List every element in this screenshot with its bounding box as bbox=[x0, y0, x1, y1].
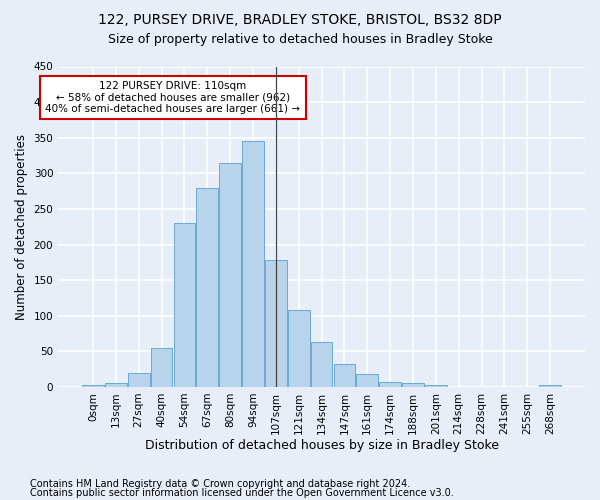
Bar bbox=[242, 142, 264, 387]
Text: Contains HM Land Registry data © Crown copyright and database right 2024.: Contains HM Land Registry data © Crown c… bbox=[30, 479, 410, 489]
Text: 122, PURSEY DRIVE, BRADLEY STOKE, BRISTOL, BS32 8DP: 122, PURSEY DRIVE, BRADLEY STOKE, BRISTO… bbox=[98, 12, 502, 26]
Bar bbox=[219, 162, 241, 387]
Y-axis label: Number of detached properties: Number of detached properties bbox=[15, 134, 28, 320]
Bar bbox=[82, 385, 104, 387]
Bar bbox=[265, 260, 287, 387]
Bar bbox=[402, 384, 424, 387]
Bar bbox=[196, 188, 218, 387]
Text: 122 PURSEY DRIVE: 110sqm
← 58% of detached houses are smaller (962)
40% of semi-: 122 PURSEY DRIVE: 110sqm ← 58% of detach… bbox=[46, 80, 301, 114]
Bar bbox=[288, 310, 310, 387]
X-axis label: Distribution of detached houses by size in Bradley Stoke: Distribution of detached houses by size … bbox=[145, 440, 499, 452]
Bar bbox=[356, 374, 378, 387]
Bar bbox=[311, 342, 332, 387]
Text: Contains public sector information licensed under the Open Government Licence v3: Contains public sector information licen… bbox=[30, 488, 454, 498]
Bar bbox=[334, 364, 355, 387]
Bar bbox=[539, 385, 561, 387]
Bar bbox=[128, 372, 149, 387]
Bar bbox=[151, 348, 172, 387]
Bar bbox=[105, 382, 127, 387]
Text: Size of property relative to detached houses in Bradley Stoke: Size of property relative to detached ho… bbox=[107, 32, 493, 46]
Bar bbox=[173, 223, 195, 387]
Bar bbox=[425, 385, 447, 387]
Bar bbox=[379, 382, 401, 387]
